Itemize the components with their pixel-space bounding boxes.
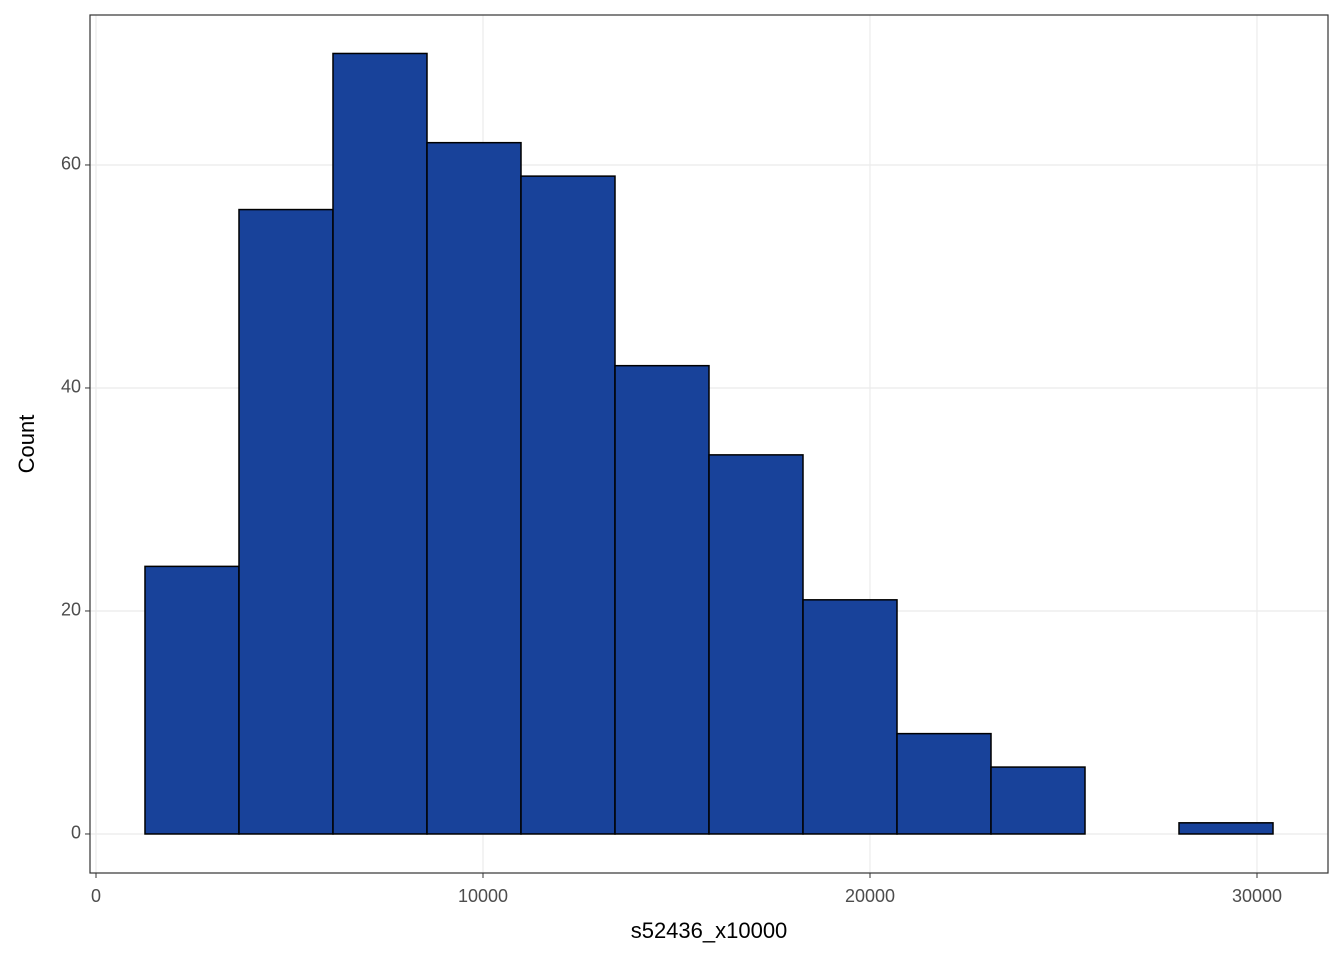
bar: [990, 766, 1086, 835]
bar: [614, 364, 710, 835]
y-tick-label: 40: [61, 377, 81, 397]
bar: [1178, 822, 1274, 835]
panel-border: [89, 14, 1329, 874]
bar: [426, 141, 522, 835]
x-tick-label: 30000: [1232, 886, 1282, 906]
x-axis-title: s52436_x10000: [631, 918, 788, 943]
bar: [238, 208, 334, 835]
bar: [520, 175, 616, 835]
bar: [144, 565, 240, 835]
y-tick-label: 60: [61, 154, 81, 174]
y-tick-label: 20: [61, 600, 81, 620]
bar: [708, 454, 804, 835]
bar: [802, 599, 898, 835]
x-tick-label: 20000: [845, 886, 895, 906]
bar: [896, 732, 992, 835]
y-axis-title: Count: [14, 415, 39, 474]
y-tick-label: 0: [71, 823, 81, 843]
bar: [332, 52, 428, 835]
x-tick-label: 10000: [458, 886, 508, 906]
x-tick-label: 0: [91, 886, 101, 906]
